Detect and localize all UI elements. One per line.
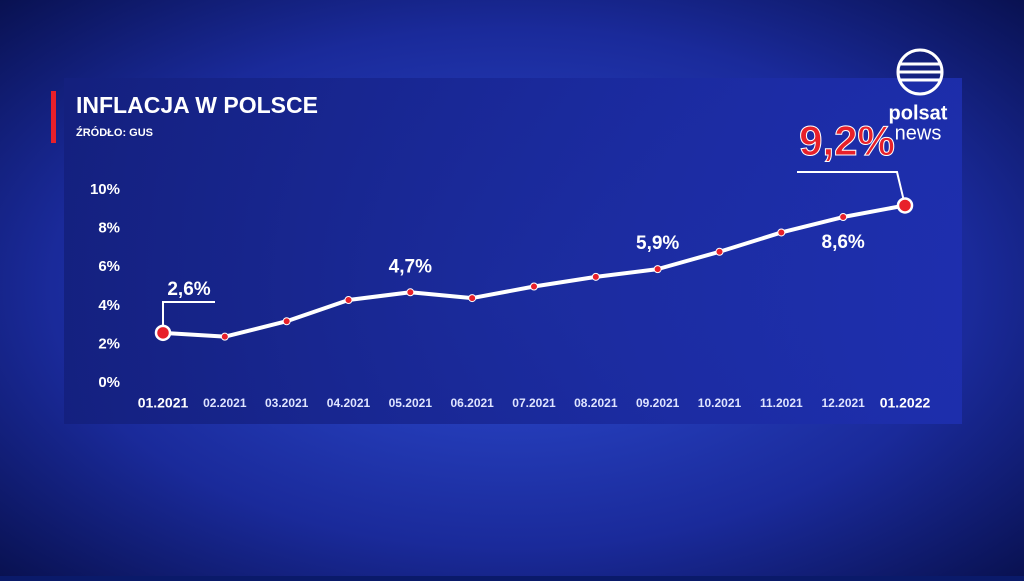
logo-text: news: [895, 122, 942, 144]
chart-title: INFLACJA W POLSCE: [76, 92, 318, 118]
point: [653, 265, 662, 274]
x-tick-label: 01.2021: [138, 395, 189, 411]
x-tick-label: 03.2021: [265, 396, 309, 410]
point: [220, 332, 229, 341]
point: [282, 317, 291, 326]
x-tick-label: 11.2021: [760, 396, 803, 410]
value-label: 2,6%: [167, 279, 210, 300]
logo-lines: [898, 62, 942, 82]
x-tick-label: 07.2021: [512, 396, 556, 410]
y-tick-label: 6%: [98, 258, 120, 275]
y-tick-label: 10%: [90, 181, 120, 198]
y-tick-label: 8%: [98, 220, 120, 237]
point: [777, 228, 786, 237]
logo: polsat news: [889, 48, 948, 144]
x-tick-label: 12.2021: [821, 396, 865, 410]
chart-source: ŹRÓDŁO: GUS: [76, 126, 153, 139]
callout-line: [162, 301, 215, 333]
callout-line: [797, 171, 906, 206]
x-tick-label: 02.2021: [203, 396, 247, 410]
y-tick-label: 2%: [98, 335, 120, 352]
point: [839, 213, 848, 222]
x-tick-label: 05.2021: [389, 396, 433, 410]
value-label: 9,2%: [799, 117, 895, 164]
x-tick-label: 10.2021: [698, 396, 742, 410]
point: [896, 197, 914, 214]
chart-panel: [64, 78, 962, 424]
value-label: 5,9%: [636, 233, 679, 254]
point: [154, 324, 172, 342]
point: [715, 247, 724, 256]
point: [468, 294, 477, 303]
point: [406, 288, 415, 297]
point: [530, 282, 538, 291]
logo-text: polsat: [889, 102, 948, 124]
point: [344, 296, 353, 305]
x-tick-label: 06.2021: [450, 396, 494, 410]
value-label: 4,7%: [389, 256, 432, 277]
y-tick-label: 4%: [98, 297, 120, 314]
title-accent: [51, 91, 56, 143]
x-tick-label: 09.2021: [636, 396, 680, 410]
y-tick-label: 0%: [98, 374, 120, 391]
x-tick-label: 04.2021: [327, 396, 371, 410]
x-tick-label: 01.2022: [880, 395, 931, 411]
value-label: 8,6%: [822, 232, 865, 253]
point: [591, 272, 600, 281]
x-tick-label: 08.2021: [574, 396, 618, 410]
